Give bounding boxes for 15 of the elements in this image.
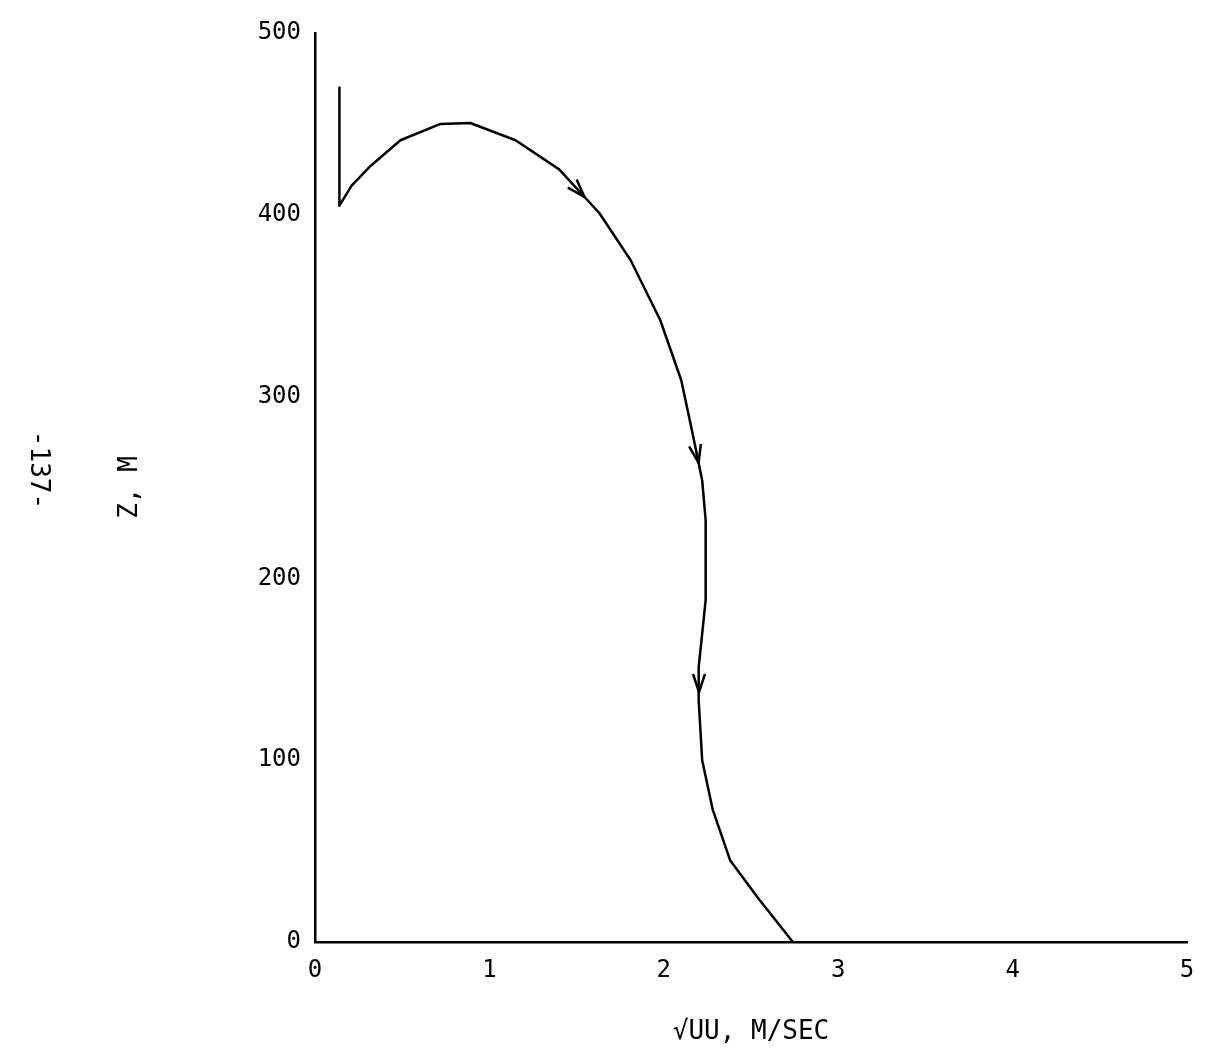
x-tick-label: 4 bbox=[1005, 954, 1020, 983]
y-tick-label: 300 bbox=[257, 380, 301, 409]
y-tick-label: 200 bbox=[257, 562, 301, 591]
x-axis-title: √UU, M/SEC bbox=[672, 1014, 830, 1045]
x-tick-label: 5 bbox=[1179, 954, 1195, 983]
x-tick-label: 3 bbox=[830, 954, 846, 983]
x-tick-label: 2 bbox=[656, 954, 672, 983]
x-tick-label: 1 bbox=[482, 954, 497, 983]
y-tick-label: 400 bbox=[257, 199, 301, 228]
y-tick-label: 100 bbox=[257, 744, 301, 773]
text: -137- bbox=[25, 430, 56, 510]
y-tick-label: 500 bbox=[257, 17, 301, 46]
x-tick-label: 0 bbox=[307, 954, 323, 983]
y-axis-title: Z, M bbox=[112, 456, 143, 519]
y-tick-label: 0 bbox=[286, 926, 301, 955]
